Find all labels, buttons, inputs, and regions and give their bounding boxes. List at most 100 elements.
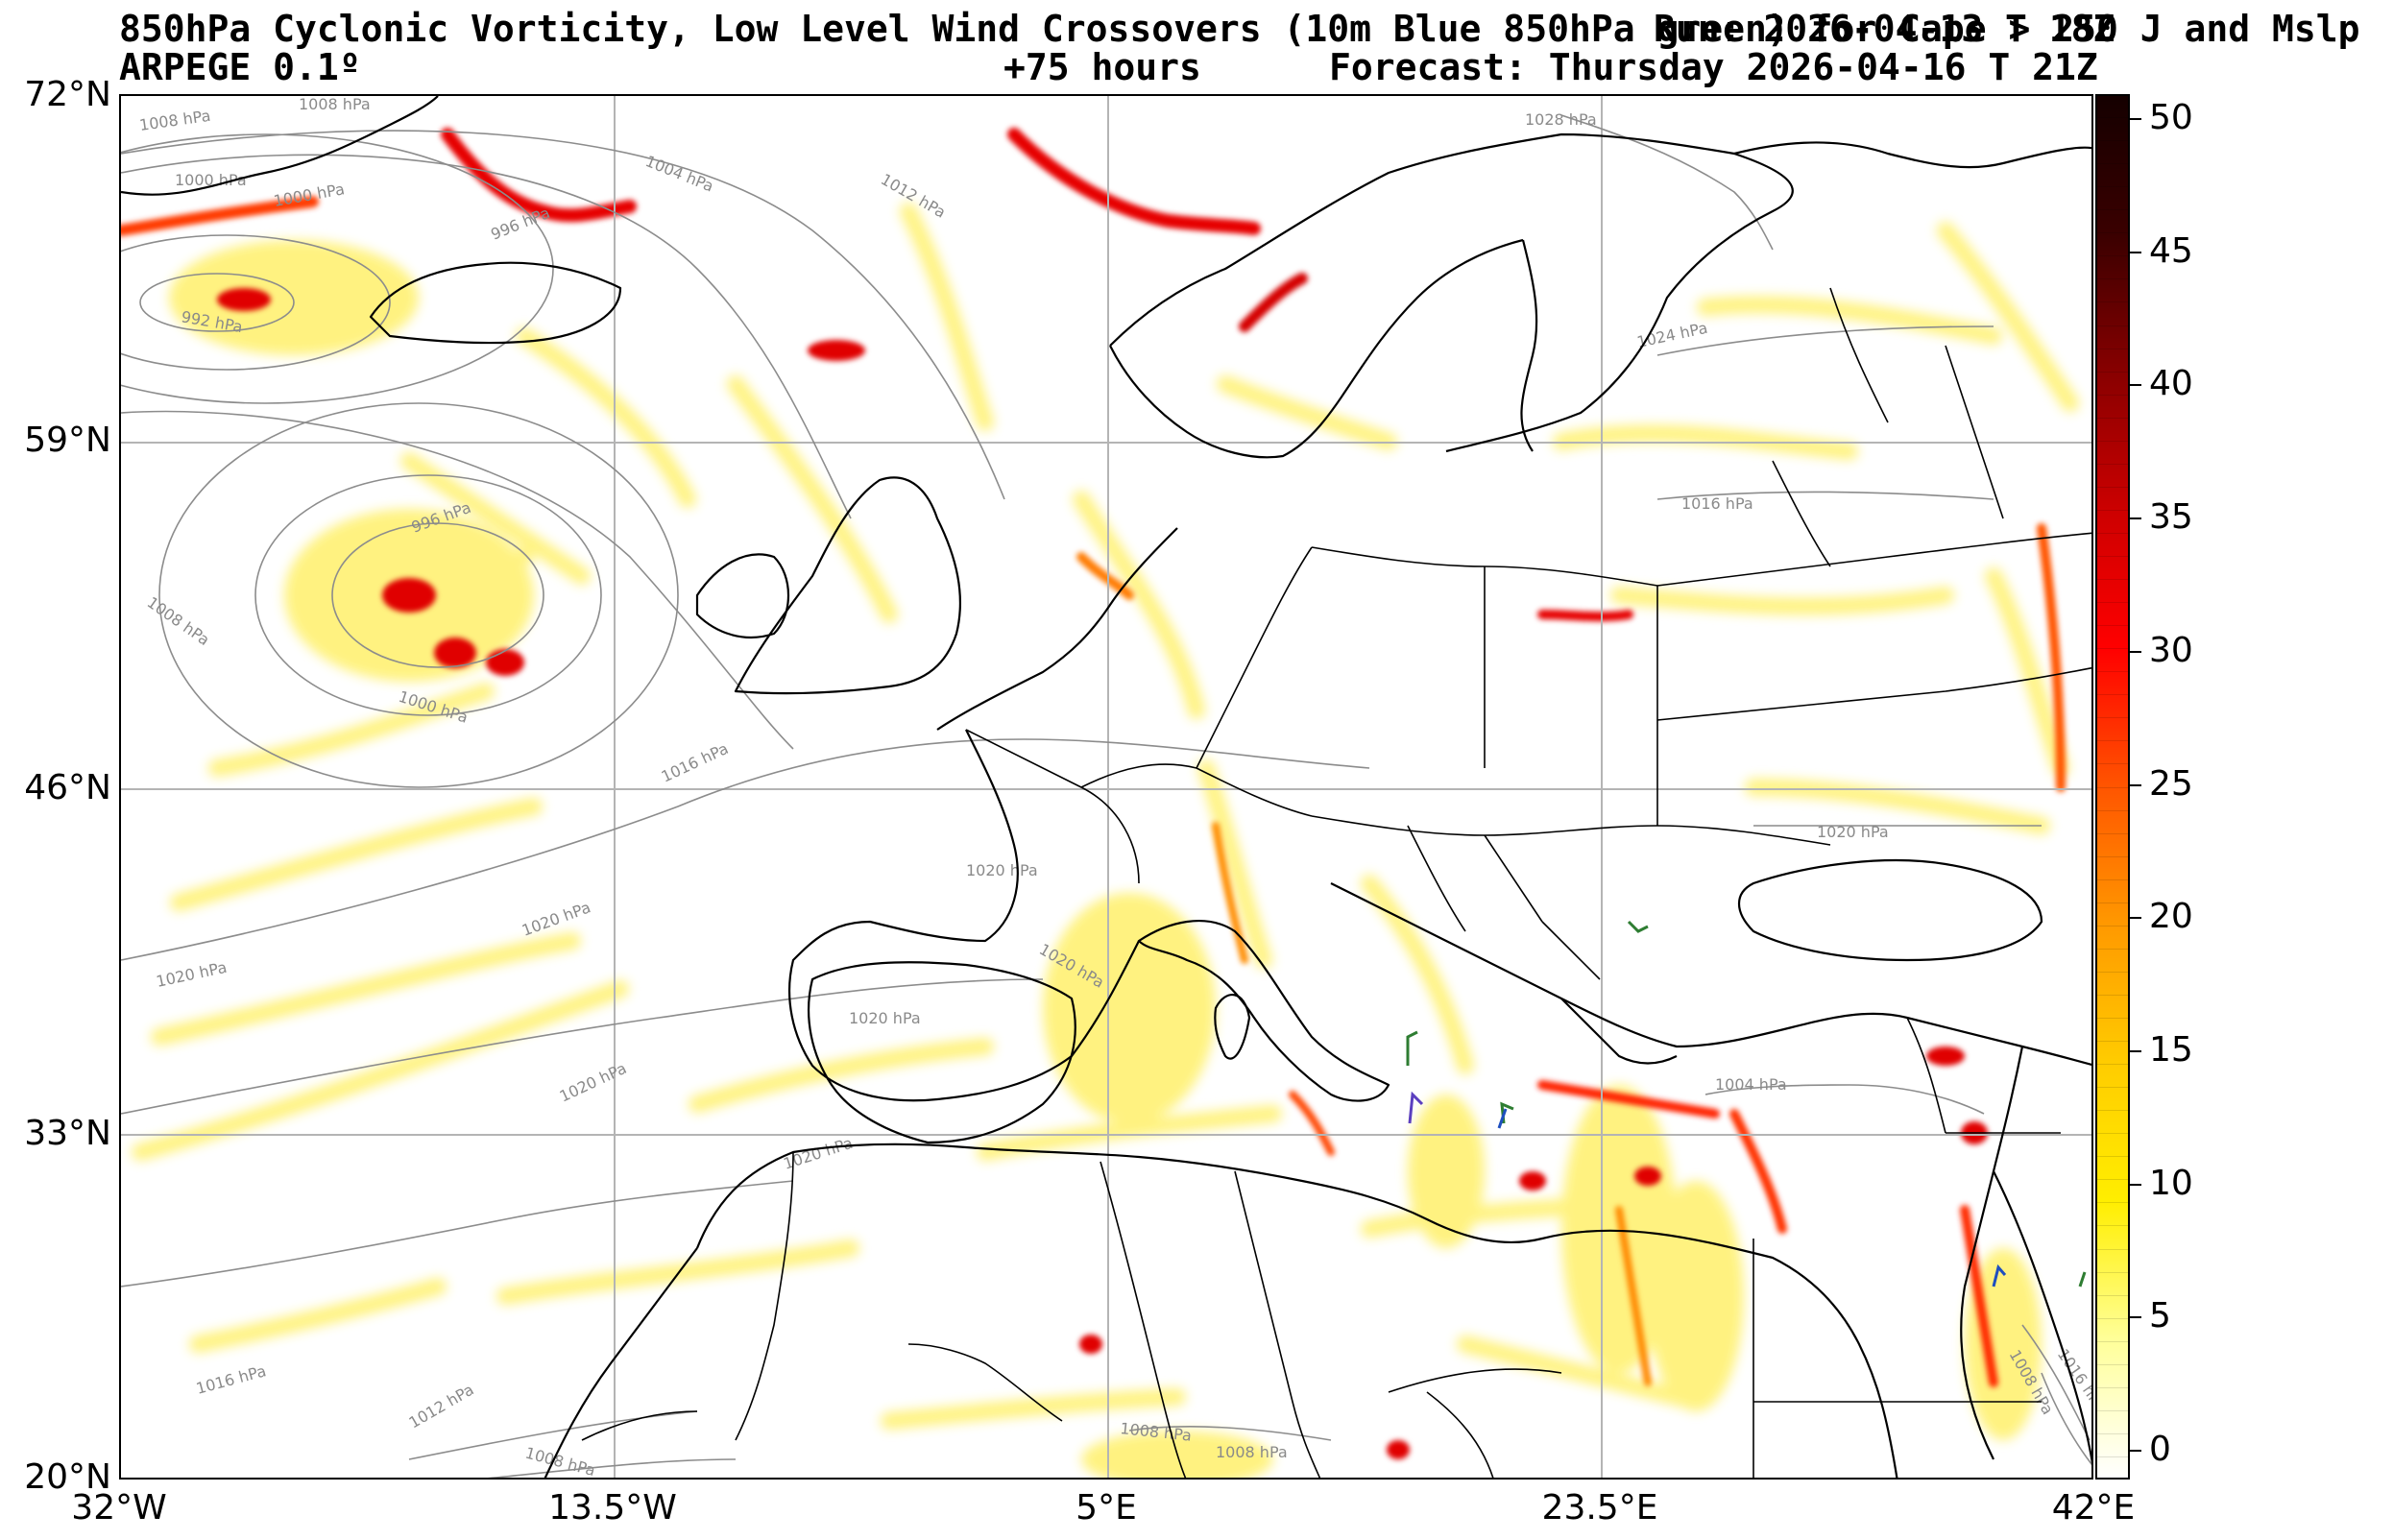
isobar-label: 1016 hPa [194, 1361, 268, 1398]
colorbar-level-line [2097, 878, 2128, 880]
colorbar-tick-label: 35 [2149, 497, 2193, 538]
isobar-label: 1012 hPa [406, 1381, 477, 1432]
colorbar-level-line [2097, 625, 2128, 627]
colorbar-level-line [2097, 1087, 2128, 1089]
colorbar-tick-label: 10 [2149, 1163, 2193, 1203]
colorbar-level-line [2097, 163, 2128, 165]
colorbar-tick [2130, 1316, 2141, 1319]
colorbar-level-line [2097, 1363, 2128, 1365]
colorbar-tick-label: 40 [2149, 364, 2193, 404]
colorbar-level-line [2097, 1294, 2128, 1296]
isobar-label: 1020 hPa [849, 1009, 921, 1027]
colorbar-level-line [2097, 117, 2128, 119]
lat-label: 33°N [24, 1114, 111, 1153]
colorbar-tick [2130, 517, 2141, 520]
colorbar-level-line [2097, 648, 2128, 650]
colorbar-level-line [2097, 440, 2128, 442]
colorbar-level-line [2097, 556, 2128, 557]
isobar-label: 1020 hPa [520, 898, 593, 939]
isobar-label: 1020 hPa [557, 1059, 630, 1106]
colorbar-tick-label: 50 [2149, 98, 2193, 137]
lon-label: 5°E [1076, 1488, 1137, 1528]
isobar-label: 1008 hPa [1216, 1443, 1288, 1461]
isobar-label: 1004 hPa [1715, 1075, 1787, 1094]
colorbar-level-line [2097, 1041, 2128, 1043]
colorbar-tick [2130, 650, 2141, 653]
graticule [121, 96, 2091, 1478]
colorbar-tick [2130, 1049, 2141, 1052]
colorbar-tick [2130, 1183, 2141, 1186]
colorbar-level-line [2097, 971, 2128, 973]
colorbar-level-line [2097, 1340, 2128, 1342]
title-text: 850hPa Cyclonic Vorticity, Low Level Win… [119, 8, 2360, 50]
colorbar-level-line [2097, 1202, 2128, 1204]
coastlines [121, 96, 2091, 1478]
lon-label: 42°E [2051, 1488, 2136, 1528]
colorbar-level-line [2097, 325, 2128, 326]
colorbar-level-line [2097, 509, 2128, 511]
isobar-label: 1020 hPa [966, 861, 1038, 879]
colorbar-level-line [2097, 1064, 2128, 1066]
colorbar-tick [2130, 118, 2141, 120]
colorbar-level-line [2097, 1156, 2128, 1158]
colorbar-level-line [2097, 140, 2128, 142]
colorbar-level-line [2097, 1248, 2128, 1250]
colorbar-level-line [2097, 1409, 2128, 1411]
colorbar-level-line [2097, 186, 2128, 188]
colorbar-tick [2130, 1450, 2141, 1452]
colorbar-level-line [2097, 855, 2128, 857]
colorbar-level-line [2097, 786, 2128, 788]
colorbar-tick-label: 15 [2149, 1029, 2193, 1070]
isobars [121, 114, 2091, 1478]
lat-label: 46°N [24, 768, 111, 807]
colorbar-level-line [2097, 671, 2128, 673]
colorbar-level-line [2097, 1179, 2128, 1181]
isobar-label: 1000 hPa [175, 171, 247, 189]
lat-label: 72°N [24, 75, 111, 114]
colorbar-tick-label: 45 [2149, 230, 2193, 271]
map-panel: 1008 hPa 1008 hPa 1000 hPa 1000 hPa 992 … [119, 94, 2093, 1480]
colorbar-level-line [2097, 763, 2128, 765]
isobar-label: 1016 hPa [1681, 494, 1753, 513]
colorbar-level-line [2097, 532, 2128, 534]
isobar-label: 1020 hPa [1817, 823, 1889, 841]
colorbar-tick [2130, 783, 2141, 786]
colorbar-level-line [2097, 1456, 2128, 1457]
lon-label: 23.5°E [1541, 1488, 1658, 1528]
map-title-line1: 850hPa Cyclonic Vorticity, Low Level Win… [119, 10, 2360, 48]
colorbar-level-line [2097, 948, 2128, 950]
isobar-label: 1028 hPa [1525, 110, 1597, 129]
colorbar-level-line [2097, 394, 2128, 396]
colorbar-level-line [2097, 417, 2128, 419]
colorbar-level-line [2097, 694, 2128, 696]
colorbar-level-line [2097, 1225, 2128, 1227]
colorbar-level-line [2097, 1018, 2128, 1019]
run-label: Run: 2026-04-13 T 18Z [1654, 8, 2115, 50]
isobar-label: 1024 hPa [1635, 319, 1709, 351]
colorbar-tick [2130, 384, 2141, 387]
colorbar [2095, 94, 2130, 1480]
colorbar-level-line [2097, 809, 2128, 811]
colorbar-level-line [2097, 1432, 2128, 1434]
colorbar-tick-label: 30 [2149, 630, 2193, 670]
isobar-label: 1008 hPa [299, 96, 371, 113]
colorbar-tick [2130, 251, 2141, 253]
colorbar-level-line [2097, 902, 2128, 903]
colorbar-level-line [2097, 832, 2128, 834]
colorbar-tick-label: 5 [2149, 1296, 2171, 1336]
colorbar-level-line [2097, 278, 2128, 280]
colorbar-tick-label: 20 [2149, 897, 2193, 937]
colorbar-level-line [2097, 209, 2128, 211]
colorbar-level-line [2097, 463, 2128, 465]
map-canvas: 1008 hPa 1008 hPa 1000 hPa 1000 hPa 992 … [121, 96, 2091, 1478]
colorbar-tick-label: 0 [2149, 1430, 2171, 1469]
lat-label: 20°N [24, 1457, 111, 1497]
lon-label: 13.5°W [548, 1488, 677, 1528]
lead-time-label: +75 hours [1003, 46, 1201, 88]
isobar-label: 1008 hPa [144, 593, 213, 649]
vorticity-maxima [121, 128, 2066, 1459]
colorbar-tick [2130, 917, 2141, 920]
colorbar-level-line [2097, 994, 2128, 996]
colorbar-level-line [2097, 1110, 2128, 1112]
isobar-label: 1004 hPa [643, 152, 716, 196]
